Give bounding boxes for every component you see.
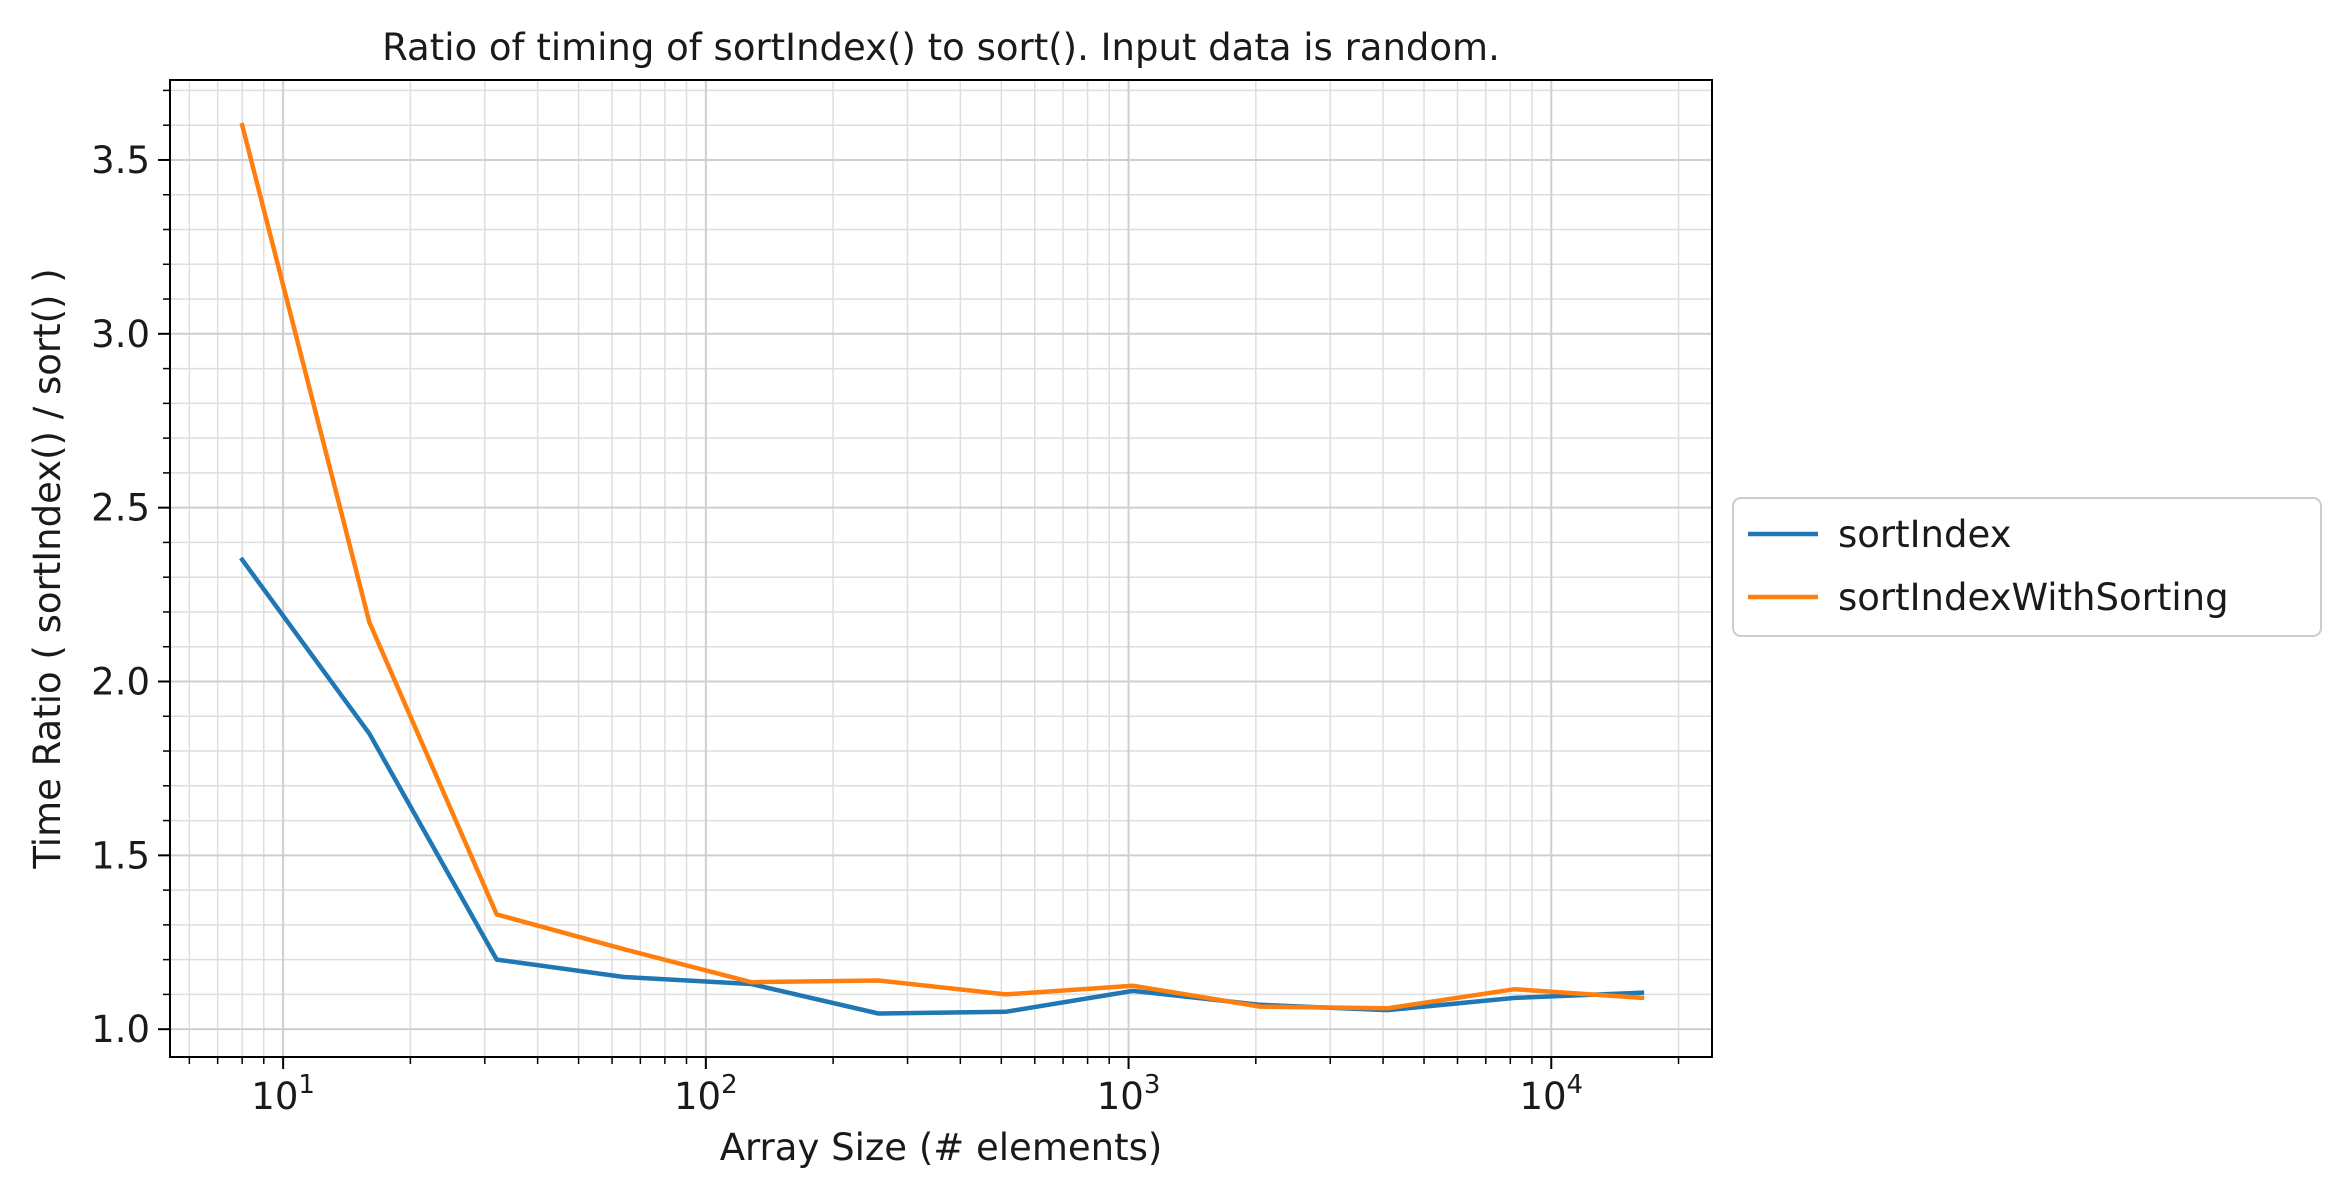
x-tick-label: 104 — [1519, 1070, 1583, 1118]
legend-box — [1732, 497, 2322, 637]
series-line-1 — [239, 556, 1645, 1016]
y-tick-label: 2.0 — [91, 660, 150, 703]
x-tick-label: 102 — [674, 1070, 738, 1118]
grid-layer — [170, 80, 1712, 1057]
y-tick-label: 3.0 — [91, 313, 150, 356]
y-tick-label: 1.0 — [91, 1008, 150, 1051]
y-tick-label: 2.5 — [91, 487, 150, 530]
x-tick-label: 101 — [251, 1070, 315, 1118]
chart-title: Ratio of timing of sortIndex() to sort()… — [382, 26, 1500, 69]
series-layer — [239, 122, 1645, 1016]
ticks-layer: 101 102 103 104 1.0 1.5 2.0 2.5 3.0 3.5 — [91, 89, 1680, 1118]
legend-label-2: sortIndexWithSorting — [1838, 576, 2229, 619]
x-tick-label: 103 — [1097, 1070, 1161, 1118]
y-tick-label: 1.5 — [91, 834, 150, 877]
series-line-2 — [239, 122, 1645, 1011]
legend-label-1: sortIndex — [1838, 513, 2012, 556]
y-axis-label: Time Ratio ( sortIndex() / sort() ) — [26, 268, 69, 869]
y-tick-label: 3.5 — [91, 139, 150, 182]
x-axis-label: Array Size (# elements) — [720, 1126, 1163, 1169]
plot-frame — [169, 79, 1713, 1058]
legend: sortIndex sortIndexWithSorting — [1732, 497, 2322, 637]
